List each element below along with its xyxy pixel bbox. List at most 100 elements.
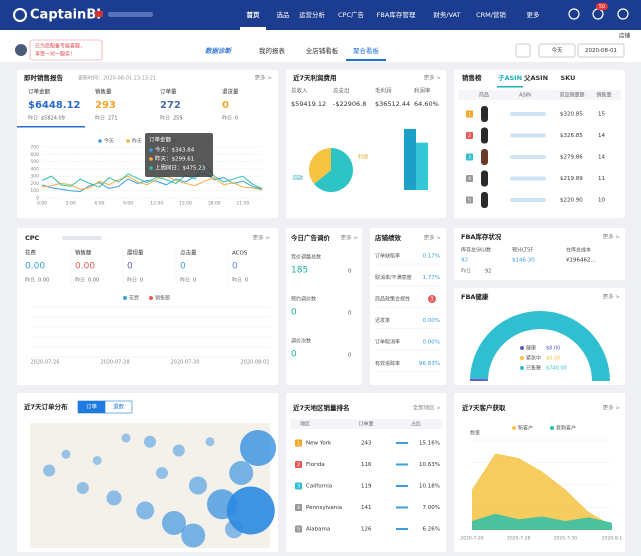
nav-item[interactable]: 首页	[247, 10, 261, 19]
x-tick-label: 3:00	[66, 201, 76, 207]
prev-label: 昨日	[222, 115, 232, 122]
bubble	[92, 456, 102, 465]
region-name: California	[306, 484, 332, 490]
shop-link[interactable]: 店铺	[619, 32, 631, 40]
rank-badge	[466, 153, 473, 161]
column-header: 销售量	[596, 92, 611, 99]
quantity: 10	[598, 198, 605, 204]
column-header: 地区	[300, 421, 310, 428]
x-tick-label: 18:00	[208, 201, 221, 207]
rank-tab[interactable]: 父ASIN	[523, 74, 548, 82]
item-prev: 0	[348, 311, 352, 317]
nav-item[interactable]: 选品	[277, 10, 290, 19]
y-tick-label: 200	[30, 181, 39, 187]
bubble	[76, 482, 89, 494]
flag	[95, 11, 103, 17]
more-link[interactable]: 更多 >	[603, 233, 621, 241]
card-title: 近7天客户获取	[462, 403, 506, 412]
range-select[interactable]	[538, 43, 576, 58]
prev-label: 昨日	[75, 277, 85, 284]
more-link[interactable]: 更多 >	[424, 234, 442, 242]
legend-value: $8.00	[546, 346, 560, 352]
prev-value: 92	[485, 269, 491, 275]
icon-button[interactable]	[515, 43, 531, 58]
fba-label: 在库总成本	[566, 247, 591, 254]
legend-label: 健康	[526, 345, 536, 352]
tooltip	[145, 133, 213, 177]
fba-value: $146.30	[512, 258, 535, 264]
more-link[interactable]: 更多 >	[253, 234, 271, 242]
prev-value: 0	[245, 278, 248, 284]
nav-item[interactable]: 运营分析	[299, 10, 326, 19]
tab[interactable]: 全店铺看板	[306, 46, 339, 55]
perf-label: 有效追踪率	[375, 360, 400, 367]
more-link[interactable]: 更多 >	[603, 293, 621, 301]
table-header	[458, 90, 621, 100]
range[interactable]: 今天	[551, 46, 563, 54]
tab[interactable]: 我的报表	[259, 46, 286, 55]
nav-item[interactable]: CRM/营销	[476, 10, 506, 19]
share-bar	[396, 463, 408, 466]
bubble	[240, 430, 276, 466]
prev-value: $5824.09	[41, 116, 65, 122]
more-link[interactable]: 更多 >	[341, 234, 359, 242]
rank-number: 5	[297, 527, 300, 533]
fba-label: 库存总SKU数	[461, 247, 491, 254]
asin-blur	[510, 198, 546, 202]
tab[interactable]: 数据诊断	[205, 47, 233, 55]
tab[interactable]: 聚合看板	[353, 46, 380, 55]
updated: 更新时间：2020-08-01 23:13:21	[78, 75, 156, 82]
metric-value: $6448.12	[28, 100, 81, 111]
x-tick-label: 2020-8-1	[602, 536, 623, 542]
legend-value: $740.00	[546, 366, 567, 372]
legend-dot	[512, 426, 516, 430]
prev-value: 0.00	[88, 278, 99, 284]
nav-item[interactable]: FBA库存管理	[377, 10, 416, 19]
prev-value: 271	[108, 116, 118, 122]
legend-label: 今天	[104, 138, 114, 145]
metric-value: 293	[95, 100, 116, 111]
badge: 50	[599, 4, 605, 10]
more-link[interactable]: 全部地区 >	[413, 404, 442, 412]
nav-item[interactable]: CPC广告	[338, 10, 364, 19]
line	[41, 172, 263, 192]
x-tick-label: 15:00	[179, 201, 192, 207]
updated-blur	[62, 236, 102, 240]
metric-value: 0	[222, 100, 229, 111]
date[interactable]: 2020-08-01	[585, 48, 617, 54]
more-link[interactable]: 更多 >	[603, 404, 621, 412]
asin-blur	[510, 155, 546, 159]
metric-label: 毛利润	[375, 87, 392, 95]
card-title: 近7天订单分布	[24, 402, 68, 411]
bubble	[61, 449, 71, 459]
date-select[interactable]	[577, 43, 625, 58]
legend-dot	[149, 296, 153, 300]
toggle-label[interactable]: 订单	[86, 403, 98, 411]
prev-value: 0	[235, 116, 238, 122]
share-bar	[396, 528, 408, 530]
prev-label: 昨日	[232, 277, 242, 284]
nav-item[interactable]: 财务/VAT	[433, 10, 460, 19]
rank-tab[interactable]: 子ASIN	[498, 74, 522, 82]
region-name: Pennsylvania	[306, 505, 342, 511]
more-link[interactable]: 更多 >	[255, 74, 273, 82]
perf-label: 迟发率	[375, 317, 390, 324]
metric-label: 利润率	[414, 87, 431, 95]
toggle[interactable]	[104, 400, 133, 414]
bubble	[43, 464, 56, 477]
toggle-label[interactable]: 退款	[113, 403, 125, 411]
rank-tab[interactable]: SKU	[561, 74, 576, 82]
nav-icon[interactable]	[617, 8, 629, 20]
bubble	[172, 444, 185, 457]
notice-text: 已为您配备专属客服，	[35, 43, 85, 50]
metric-value: 0	[180, 262, 186, 272]
rank-number: 2	[468, 133, 471, 139]
metric-value: -$22906.8	[333, 100, 366, 108]
item-prev: 0	[348, 269, 352, 275]
quantity: 14	[598, 133, 605, 139]
badge-bg	[596, 3, 608, 10]
more-link[interactable]: 更多 >	[424, 74, 442, 82]
x-tick-label: 2020-07-28	[100, 360, 129, 366]
nav-icon[interactable]	[568, 8, 580, 20]
nav-item[interactable]: 更多	[527, 10, 541, 19]
